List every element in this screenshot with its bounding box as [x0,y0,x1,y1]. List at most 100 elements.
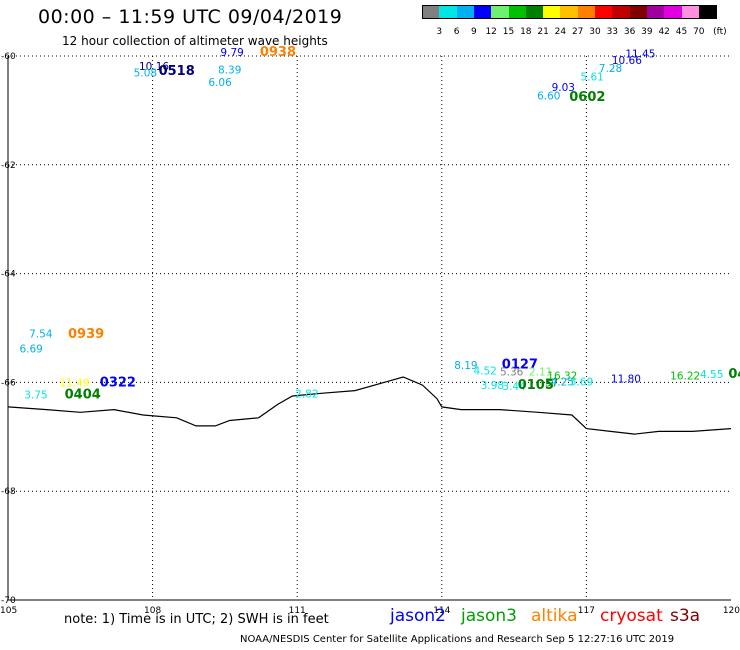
satellite-name-cryosat: cryosat [600,606,663,626]
wave-height-value: 16.32 [547,370,577,382]
wave-height-value: 7.54 [29,328,53,340]
color-scale-swatch [629,5,648,19]
color-scale-label: 15 [502,27,515,37]
color-scale-label: 3 [436,27,443,37]
latitude-tick-label: -70 [1,596,16,606]
pass-time-label: 0127 [502,357,538,372]
wave-height-value: 4.52 [473,365,496,377]
pass-time-label: 0105 [518,378,554,393]
color-scale-label: 39 [641,27,653,37]
wave-height-value: 6.06 [208,77,232,89]
color-scale-swatch [681,5,700,19]
wave-height-value: 16.22 [670,370,700,382]
wave-height-value: 57 [545,377,558,389]
wave-height-value: 9.79 [220,47,243,59]
color-scale-label: 70 [693,27,705,37]
longitude-tick-label: 108 [144,606,161,616]
wave-height-value: 3.98 [481,380,504,392]
latitude-tick-label: -66 [1,378,16,388]
wave-height-value: 9.03 [552,82,575,94]
wave-height-value: 7.28 [599,63,622,75]
footnote: note: 1) Time is in UTC; 2) SWH is in fe… [64,612,329,627]
page-subtitle: 12 hour collection of altimeter wave hei… [62,34,328,48]
pass-time-label: 0404 [65,387,101,402]
longitude-tick-label: 117 [578,606,595,616]
color-scale-label: 33 [606,27,619,37]
wave-height-value: 8.19 [454,360,477,372]
color-scale-label: 6 [453,27,460,37]
wave-height-value: 2.82 [295,388,318,400]
wave-height-value: 11.80 [611,374,641,386]
color-scale-label: 42 [658,27,670,37]
pass-time-label: 0322 [100,375,136,390]
wave-height-value: 3.44 [502,381,526,393]
color-scale-swatch [456,5,475,19]
tick-labels: 105 108 111 114 117 120 -60 -62 -64 -66 -68 -70 [0,52,740,616]
pass-time-label: 0938 [260,45,296,60]
antarctic-coastline [7,376,732,435]
color-scale-label: 30 [589,27,601,37]
longitude-tick-label: 111 [289,606,306,616]
wave-height-value: 8.39 [218,65,241,77]
wave-height-value: 5.69 [570,376,593,388]
wave-height-value: 4.55 [700,369,723,381]
color-scale-swatch [525,5,544,19]
pass-time-label: 0518 [159,64,195,79]
satellite-name-jason2: jason2 [390,606,446,626]
color-scale-label: 9 [471,27,477,37]
color-scale-label: 21 [537,27,549,37]
longitude-tick-label: 114 [433,606,450,616]
wave-height-value: 6.69 [19,344,42,356]
color-scale-swatch [698,5,717,19]
color-scale-swatch [595,5,613,19]
pass-time-label: 0404 [728,367,740,382]
wave-height-value: 11.45 [625,48,655,60]
color-scale-swatch [664,5,682,19]
pass-time-label: 0939 [68,327,104,342]
wave-height-value: 2.11 [529,367,552,379]
satellite-name-s3a: s3a [670,606,701,626]
color-scale-label: 27 [571,27,584,37]
color-scale-swatch [577,5,596,19]
color-scale-label: 12 [485,27,497,37]
color-scale-unit: (ft) [713,27,727,37]
wave-height-value: 4.25 [551,376,574,388]
color-scale-swatch [612,5,631,19]
color-scale-swatch [473,5,492,19]
wave-height-value: 10.16 [139,61,169,73]
color-scale-label: 36 [623,27,636,37]
satellite-name-altika: altika [531,606,578,626]
wave-height-value: 5.61 [580,72,603,84]
latitude-tick-label: -62 [1,161,16,171]
page-title: 00:00 – 11:59 UTC 09/04/2019 [38,6,343,28]
pass-time-label: 0602 [569,90,605,105]
wave-height-value: 10.66 [612,55,642,67]
color-scale-label: 24 [554,27,567,37]
color-scale-swatch [439,5,458,19]
latitude-tick-label: -64 [1,270,16,280]
coastline [7,376,732,435]
wave-height-value: 5.08 [134,67,157,79]
latitude-tick-label: -60 [1,52,16,62]
wave-height-value: 11.49 [59,377,89,389]
color-scale-border [422,5,717,19]
wave-height-value: 6.60 [537,91,560,103]
wave-height-value: 3.75 [24,389,47,401]
color-scale-swatch [543,5,561,19]
credit-line: NOAA/NESDIS Center for Satellite Applica… [240,634,675,645]
satellite-name-jason3: jason3 [461,606,517,626]
longitude-tick-label: 105 [0,606,17,616]
latitude-tick-label: -68 [1,487,16,497]
color-scale-swatch [508,5,527,19]
color-scale-swatch [422,5,440,19]
color-scale-swatch [646,5,665,19]
color-scale-label: 18 [520,27,532,37]
wave-height-value: 5.36 [500,367,524,379]
color-scale-swatch [491,5,509,19]
color-scale-label: 45 [675,27,688,37]
grid-lines [7,55,731,601]
longitude-tick-label: 120 [723,606,740,616]
color-scale-swatch [560,5,579,19]
